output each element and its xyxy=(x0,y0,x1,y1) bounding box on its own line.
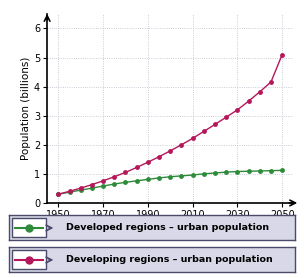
Text: Developed regions – urban population: Developed regions – urban population xyxy=(66,224,269,232)
Y-axis label: Population (billions): Population (billions) xyxy=(21,57,31,160)
Text: Developing regions – urban population: Developing regions – urban population xyxy=(66,255,273,264)
X-axis label: Year: Year xyxy=(158,223,183,236)
FancyBboxPatch shape xyxy=(12,250,46,269)
FancyBboxPatch shape xyxy=(12,219,46,237)
